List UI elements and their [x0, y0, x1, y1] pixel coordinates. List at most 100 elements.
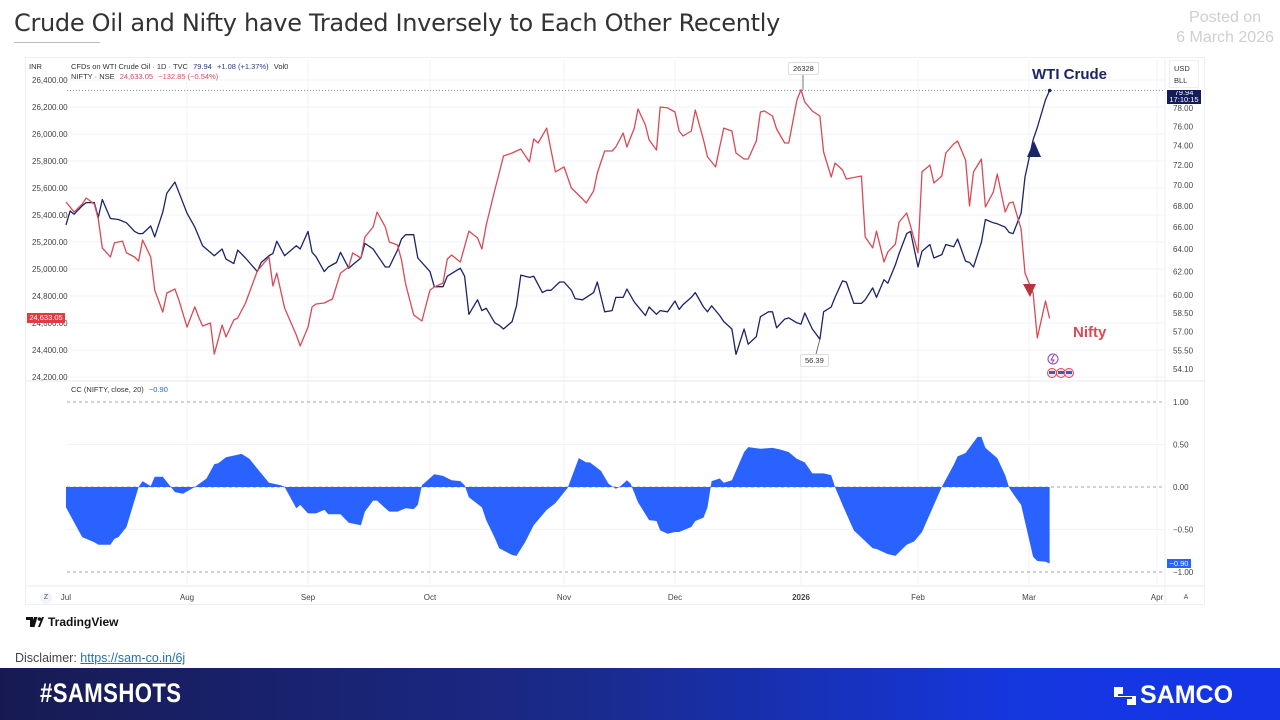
left-axis-tick-label: 24,200.00 — [32, 373, 68, 382]
left-axis-tick-label: 25,800.00 — [32, 157, 68, 166]
cc-pane — [65, 401, 1165, 573]
legend-crude-value: 79.94 — [193, 62, 212, 71]
left-currency-label[interactable]: INR — [29, 62, 42, 71]
legend-crude-volume: Vol0 — [273, 62, 289, 71]
legend-nifty-name: NIFTY · NSE — [71, 72, 115, 81]
legend-nifty: NIFTY · NSE 24,633.05 −132.85 (−0.54%) — [71, 72, 221, 81]
right-axis-tick-label: 78.00 — [1173, 104, 1194, 113]
posted-label: Posted on — [1189, 9, 1262, 26]
disclaimer-label: Disclaimer: — [15, 651, 81, 665]
arrow-down-icon — [1023, 284, 1036, 297]
cc-axis-tick-label: −0.50 — [1173, 526, 1194, 535]
price-pane — [65, 89, 1165, 356]
flag-glyph — [1066, 371, 1072, 374]
disclaimer-link[interactable]: https://sam-co.in/6j — [80, 651, 186, 665]
time-axis-label: Jul — [61, 593, 71, 602]
auto-scale-button[interactable]: A — [1183, 594, 1189, 601]
time-axis-label: Feb — [911, 593, 925, 602]
crude-line — [65, 90, 1051, 356]
left-axis-tick-label: 24,400.00 — [32, 346, 68, 355]
tradingview-mark-icon — [26, 617, 44, 627]
page-title: Crude Oil and Nifty have Traded Inversel… — [14, 9, 780, 37]
disclaimer: Disclaimer: https://sam-co.in/6j — [15, 651, 185, 665]
flag-glyph — [1058, 371, 1064, 374]
right-axis-tick-label: 60.00 — [1173, 291, 1194, 300]
legend-cc-name: CC (NIFTY, close, 20) — [71, 385, 144, 394]
footer-banner — [0, 668, 1280, 720]
time-axis-label: Dec — [668, 593, 682, 602]
time-axis-label: Apr — [1151, 593, 1164, 602]
left-axis-tick-label: 25,000.00 — [32, 265, 68, 274]
left-axis-tick-label: 24,800.00 — [32, 292, 68, 301]
right-axis-tick-label: 76.00 — [1173, 123, 1194, 132]
right-axis-tick-label: 54.10 — [1173, 365, 1194, 374]
left-axis-tick-label: 25,600.00 — [32, 184, 68, 193]
cc-axis-tick-label: 1.00 — [1173, 398, 1189, 407]
legend-cc-value: −0.90 — [148, 385, 168, 394]
nifty-high-tooltip: 26328 — [788, 62, 819, 75]
nifty-line — [65, 89, 1051, 355]
time-axis-label: Nov — [557, 593, 571, 602]
left-axis-tick-label: 26,400.00 — [32, 76, 68, 85]
time-axis-label: Oct — [424, 593, 437, 602]
cc-value-tag: −0.90 — [1167, 559, 1191, 568]
crude-low-leader — [815, 338, 821, 355]
legend-cc: CC (NIFTY, close, 20) −0.90 — [71, 385, 171, 394]
annotations — [802, 74, 1074, 378]
crude-price-tag-value: 79.94 — [1174, 91, 1194, 96]
cc-area — [66, 436, 1050, 564]
right-axis-tick-label: 57.00 — [1173, 328, 1194, 337]
tradingview-logo: TradingView — [26, 615, 118, 629]
right-axis-tick-label: 74.00 — [1173, 142, 1194, 151]
crude-price-tag: 79.94 17:10:15 — [1167, 90, 1201, 104]
samshots-hashtag: #SAMSHOTS — [40, 678, 182, 708]
cc-axis-tick-label: 0.50 — [1173, 441, 1189, 450]
right-axis-tick-label: 62.00 — [1173, 268, 1194, 277]
legend-crude-change: +1.08 (+1.37%) — [216, 62, 269, 71]
samco-wordmark: SAMCO — [1140, 681, 1234, 709]
left-axis-tick-label: 24,600.00 — [32, 319, 68, 328]
time-axis-label: Aug — [180, 593, 194, 602]
time-axis-label: Mar — [1022, 593, 1036, 602]
nifty-label: Nifty — [1073, 324, 1107, 341]
chart-frame — [25, 57, 1205, 605]
left-axis-tick-label: 26,200.00 — [32, 103, 68, 112]
cc-axis-tick-label: 0.00 — [1173, 483, 1189, 492]
left-axis-tick-label: 25,200.00 — [32, 238, 68, 247]
arrow-up-icon — [1027, 141, 1041, 157]
right-axis-tick-label: 55.50 — [1173, 347, 1194, 356]
left-axis-tick-label: 26,000.00 — [32, 130, 68, 139]
auto-zoom-button[interactable]: Z — [40, 592, 52, 604]
crude-last-dot — [1047, 88, 1052, 93]
posted-date: Posted on 6 March 2026 — [1176, 8, 1274, 48]
tradingview-wordmark: TradingView — [48, 615, 119, 629]
lightning-icon — [1047, 353, 1059, 365]
title-underline — [14, 42, 100, 43]
cc-axis-tick-label: −1.00 — [1173, 568, 1194, 577]
legend-nifty-change: −132.85 (−0.54%) — [158, 72, 219, 81]
grid-lines — [26, 58, 1204, 604]
right-axis-tick-label: 68.00 — [1173, 202, 1194, 211]
legend-crude: CFDs on WTI Crude Oil · 1D · TVC 79.94 +… — [71, 62, 291, 71]
right-axis-tick-label: 58.50 — [1173, 309, 1194, 318]
samco-logo: SAMCO — [1112, 681, 1233, 710]
right-axis-tick-label: 72.00 — [1173, 161, 1194, 170]
time-axis-label: 2026 — [792, 593, 810, 602]
flag-glyph — [1049, 371, 1055, 374]
time-axis-label: Sep — [301, 593, 316, 602]
wti-crude-label: WTI Crude — [1032, 66, 1107, 83]
right-axis-tick-label: 64.00 — [1173, 245, 1194, 254]
right-currency-unit-box[interactable]: USD BLL — [1169, 60, 1199, 88]
axes: Jul Aug Sep Oct Nov Dec 2026 Feb Mar Apr 26,400.00… — [32, 76, 1194, 602]
posted-date-value: 6 March 2026 — [1176, 29, 1274, 46]
lightning-glyph — [1050, 354, 1055, 364]
crude-low-tooltip: 56.39 — [800, 354, 829, 367]
right-currency-label: USD — [1174, 64, 1190, 73]
right-axis-tick-label: 70.00 — [1173, 181, 1194, 190]
samco-swastik-icon — [1114, 686, 1136, 705]
right-axis-tick-label: 66.00 — [1173, 223, 1194, 232]
right-unit-label: BLL — [1174, 76, 1188, 85]
left-axis-tick-label: 25,400.00 — [32, 211, 68, 220]
nifty-price-tag: 24,633.05 — [27, 313, 65, 323]
